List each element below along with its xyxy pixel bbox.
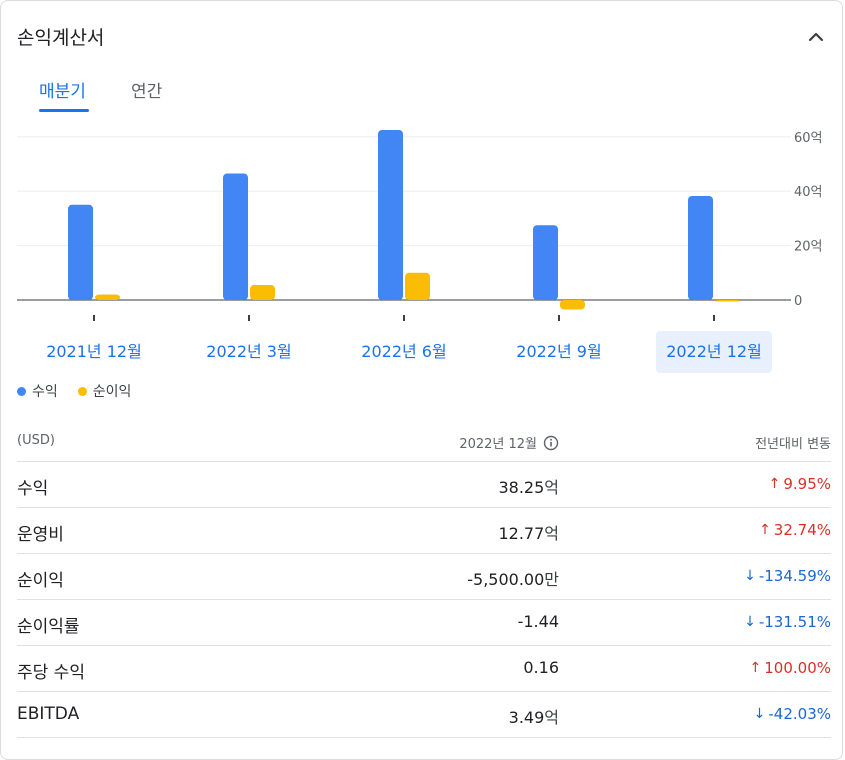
- tab-quarterly[interactable]: 매분기: [39, 82, 86, 102]
- net-income-bar[interactable]: [715, 300, 740, 302]
- financial-table: (USD) 2022년 12월 전년대비 변동 수익 38.25 억 ↑ 9.95% 운영…: [17, 421, 831, 738]
- row-label: 주당 수익: [17, 663, 85, 683]
- legend-item-net-income: 순이익: [77, 381, 132, 401]
- row-value: 3.49 억: [509, 704, 559, 728]
- row-change-value: -134.59%: [758, 567, 831, 585]
- row-change-value: 100.00%: [764, 659, 831, 677]
- row-change-value: 32.74%: [773, 521, 831, 539]
- legend-item-revenue: 수익: [17, 381, 58, 401]
- row-value-unit: 억: [544, 524, 559, 543]
- row-value: 12.77 억: [498, 520, 559, 544]
- row-value-number: -1.44: [517, 612, 559, 631]
- row-value: -5,500.00 만: [467, 566, 559, 590]
- table-row: EBITDA 3.49 억 ↓ -42.03%: [17, 692, 831, 738]
- row-value-number: 38.25: [498, 478, 545, 497]
- table-header: (USD) 2022년 12월 전년대비 변동: [17, 421, 831, 462]
- net-income-bar[interactable]: [250, 285, 275, 300]
- arrow-up-icon: ↑: [768, 476, 781, 492]
- y-tick-label: 20억: [794, 240, 823, 255]
- arrow-down-icon: ↓: [744, 614, 756, 630]
- row-value: 38.25 억: [498, 474, 559, 498]
- legend-label-net-income: 순이익: [92, 384, 132, 400]
- revenue-dot: [17, 386, 26, 396]
- row-change: ↓ -134.59%: [744, 567, 831, 585]
- card-title: 손익계산서: [17, 27, 105, 49]
- table-row: 수익 38.25 억 ↑ 9.95%: [17, 462, 831, 508]
- y-tick-label: 0: [794, 294, 802, 309]
- row-value: -1.44: [518, 612, 559, 631]
- arrow-down-icon: ↓: [744, 568, 756, 584]
- revenue-bar[interactable]: [378, 130, 403, 300]
- tab-annual[interactable]: 연간: [131, 82, 163, 102]
- income-bar-chart: 0 20억 40억 60억: [17, 130, 823, 321]
- chart-legend: 수익 순이익: [17, 381, 131, 401]
- info-icon[interactable]: [543, 435, 559, 451]
- x-category-label[interactable]: 2022년 12월: [656, 331, 772, 373]
- row-label: 순이익률: [17, 617, 80, 637]
- row-change-value: -42.03%: [768, 705, 831, 723]
- x-category-label[interactable]: 2021년 12월: [46, 342, 142, 361]
- active-tab-indicator: [39, 109, 89, 112]
- period-header-label: 2022년 12월: [459, 437, 537, 452]
- row-value-number: 12.77: [498, 524, 545, 543]
- row-value-unit: 만: [544, 570, 559, 589]
- legend-label-revenue: 수익: [32, 384, 58, 400]
- table-row: 운영비 12.77 억 ↑ 32.74%: [17, 508, 831, 554]
- table-row: 주당 수익 0.16 ↑ 100.00%: [17, 646, 831, 692]
- arrow-up-icon: ↑: [749, 660, 762, 676]
- chevron-up-icon[interactable]: [804, 25, 828, 49]
- net-income-bar[interactable]: [405, 272, 430, 300]
- currency-unit: (USD): [17, 433, 55, 448]
- table-row: 순이익 -5,500.00 만 ↓ -134.59%: [17, 554, 831, 600]
- row-change: ↑ 32.74%: [759, 521, 831, 539]
- row-label: 운영비: [17, 525, 64, 545]
- row-change-value: -131.51%: [758, 613, 831, 631]
- y-tick-label: 60억: [794, 131, 823, 146]
- row-label: 수익: [17, 479, 49, 499]
- x-category-label[interactable]: 2022년 9월: [516, 342, 602, 361]
- row-change: ↓ -42.03%: [754, 705, 831, 723]
- revenue-bar[interactable]: [223, 173, 248, 300]
- row-value: 0.16: [523, 658, 559, 677]
- row-value-unit: 억: [544, 478, 559, 497]
- arrow-down-icon: ↓: [753, 706, 766, 722]
- net-income-bar[interactable]: [95, 294, 120, 300]
- row-value-unit: 억: [544, 708, 559, 727]
- row-change: ↓ -131.51%: [744, 613, 831, 631]
- change-header: 전년대비 변동: [755, 437, 831, 452]
- x-category-label[interactable]: 2022년 3월: [206, 342, 292, 361]
- y-tick-label: 40억: [794, 185, 823, 200]
- period-header: 2022년 12월: [459, 433, 559, 452]
- row-change: ↑ 100.00%: [750, 659, 831, 677]
- row-value-number: -5,500.00: [467, 570, 545, 589]
- revenue-bar[interactable]: [688, 195, 713, 300]
- x-category-label[interactable]: 2022년 6월: [361, 342, 447, 361]
- net-income-dot: [77, 386, 87, 396]
- row-label: 순이익: [17, 571, 64, 591]
- row-value-number: 3.49: [508, 708, 545, 727]
- revenue-bar[interactable]: [68, 204, 93, 300]
- arrow-up-icon: ↑: [759, 522, 771, 538]
- row-value-number: 0.16: [523, 658, 559, 677]
- row-label: EBITDA: [17, 704, 80, 724]
- row-change-value: 9.95%: [783, 475, 831, 493]
- row-change: ↑ 9.95%: [769, 475, 831, 493]
- net-income-bar[interactable]: [560, 300, 585, 310]
- table-body: 수익 38.25 억 ↑ 9.95% 운영비 12.77 억 ↑ 32.74% 순이익 -5,500.…: [17, 462, 831, 738]
- table-row: 순이익률 -1.44 ↓ -131.51%: [17, 600, 831, 646]
- revenue-bar[interactable]: [533, 225, 558, 300]
